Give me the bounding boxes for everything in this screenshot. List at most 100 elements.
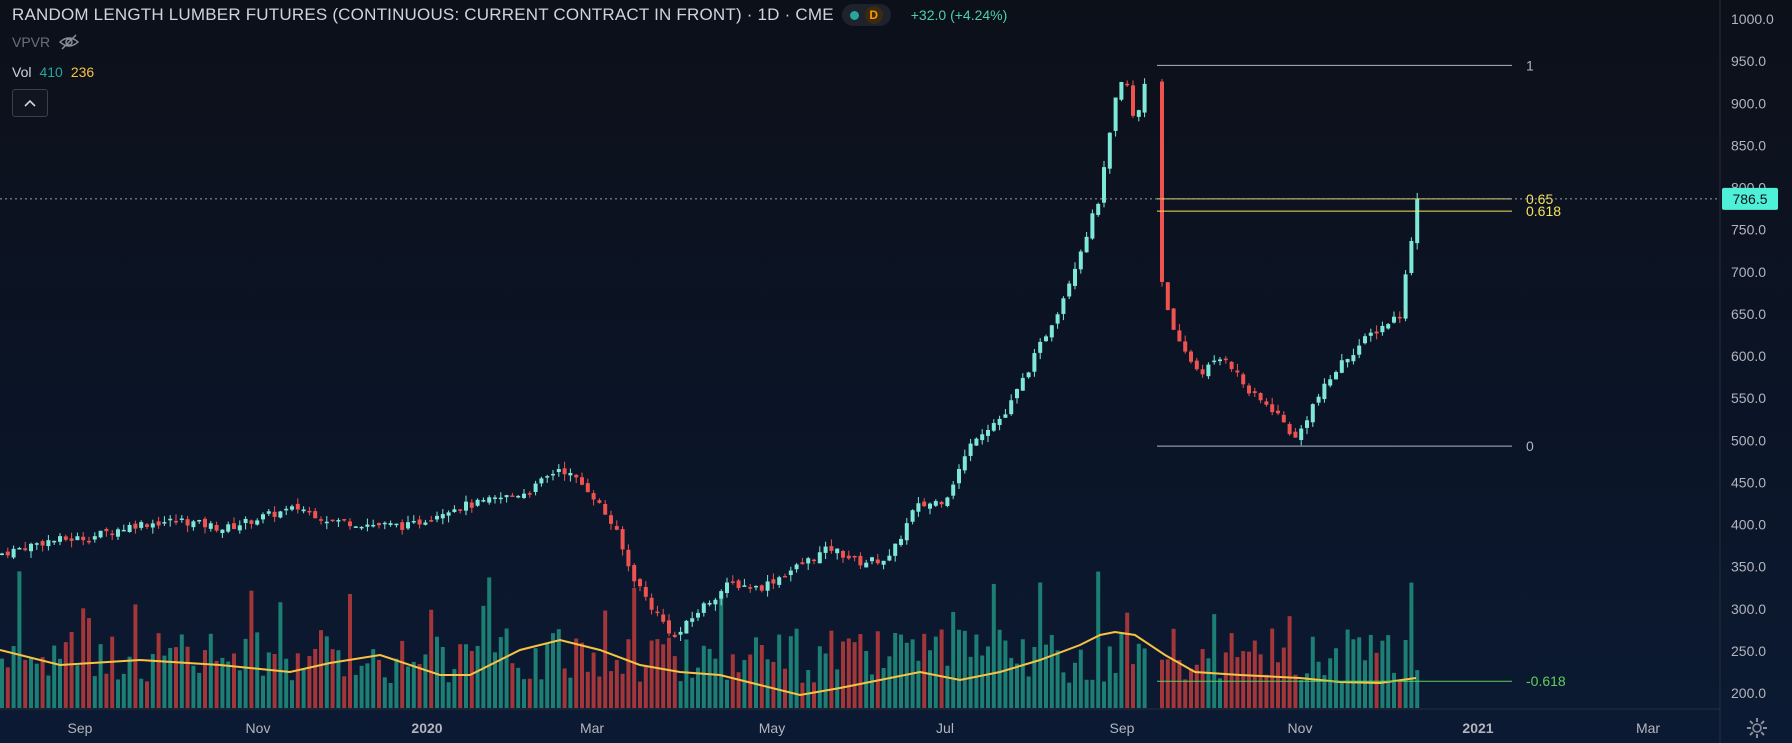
volume-bar: [435, 636, 439, 708]
candle-body: [1322, 383, 1327, 400]
volume-bar: [1073, 662, 1077, 708]
volume-bar: [945, 665, 950, 708]
candle-body: [1328, 379, 1333, 386]
candle-body: [429, 520, 434, 522]
candle-body: [1009, 400, 1014, 415]
volume-bar: [916, 660, 921, 708]
candle-body: [307, 510, 312, 513]
candle-body: [174, 520, 178, 523]
volume-bar: [156, 633, 161, 708]
candle-body: [481, 500, 486, 502]
volume-bar: [34, 663, 39, 708]
candle-body: [319, 519, 323, 521]
candle-body: [881, 560, 886, 565]
candle-body: [371, 524, 376, 527]
candle-body: [1067, 283, 1072, 297]
candle-body: [1049, 325, 1054, 338]
candle-body: [493, 497, 497, 499]
candle-body: [719, 591, 724, 599]
collapse-legend-button[interactable]: [12, 89, 48, 117]
candle-body: [1136, 110, 1141, 117]
volume-bar: [1038, 582, 1043, 708]
candle-body: [893, 543, 898, 556]
volume-bar: [69, 632, 74, 708]
market-status-pill[interactable]: D: [841, 4, 891, 26]
candle-body: [800, 562, 805, 565]
hidden-eye-icon[interactable]: [58, 34, 80, 50]
candle-body: [400, 522, 405, 530]
volume-bar: [145, 681, 149, 708]
volume-bar: [1136, 643, 1141, 708]
candle-body: [29, 543, 33, 552]
volume-bar: [788, 636, 793, 708]
settings-gear-icon[interactable]: [1746, 717, 1768, 739]
volume-bars: [0, 571, 1420, 708]
candle-body: [133, 523, 138, 529]
candle-body: [266, 511, 271, 514]
volume-bar: [464, 644, 468, 708]
candle-body: [46, 540, 51, 547]
candle-body: [841, 551, 845, 558]
volume-bar: [1044, 644, 1048, 708]
time-axis-label: 2021: [1462, 720, 1493, 736]
candle-body: [655, 611, 660, 614]
candle-body: [1107, 132, 1112, 169]
volume-bar: [75, 665, 80, 708]
volume-bar: [174, 647, 178, 708]
candle-body: [1102, 167, 1106, 203]
volume-bar: [1177, 659, 1182, 708]
candle-body: [864, 562, 869, 568]
current-price-label: 786.5: [1732, 191, 1767, 207]
candle-body: [458, 509, 463, 511]
candle-body: [406, 522, 410, 529]
candle-body: [1252, 391, 1257, 394]
volume-bar: [23, 659, 28, 708]
candle-body: [585, 483, 590, 493]
candle-body: [852, 556, 857, 558]
volume-bar: [957, 629, 961, 708]
candle-body: [527, 493, 532, 495]
current-price-tag: [1722, 187, 1778, 210]
candle-body: [1160, 81, 1164, 282]
volume-bar: [319, 630, 323, 708]
candle-body: [968, 443, 973, 456]
volume-bar: [359, 665, 364, 708]
volume-bar: [1322, 675, 1327, 708]
vpvr-indicator[interactable]: VPVR: [12, 34, 80, 50]
volume-bar: [1363, 660, 1367, 708]
candle-body: [1183, 341, 1188, 352]
time-axis-label: May: [759, 720, 785, 736]
volume-bar: [307, 655, 312, 708]
volume-legend[interactable]: Vol 410 236: [12, 64, 94, 80]
candle-body: [609, 515, 613, 524]
candle-body: [1061, 298, 1066, 314]
volume-bar: [458, 644, 463, 708]
volume-bar: [429, 609, 434, 708]
price-tick-label: 850.0: [1731, 137, 1766, 153]
candle-body: [23, 548, 28, 551]
candle-body: [313, 511, 318, 519]
volume-bar: [1113, 673, 1118, 708]
volume-bar: [1386, 635, 1391, 708]
volume-bar: [684, 639, 689, 708]
volume-bar: [290, 680, 294, 708]
volume-bar: [649, 640, 654, 708]
volume-bar: [951, 611, 956, 708]
time-axis-label: Sep: [1110, 720, 1135, 736]
volume-bar: [1305, 673, 1309, 708]
candle-body: [1125, 83, 1130, 86]
candle-body: [794, 564, 799, 570]
volume-bar: [382, 677, 387, 708]
volume-bar: [829, 630, 834, 708]
volume-bar: [1055, 650, 1060, 708]
volume-bar: [806, 670, 811, 708]
candle-body: [284, 508, 289, 511]
volume-bar: [539, 679, 544, 708]
candle-body: [232, 523, 236, 530]
candle-body: [1392, 316, 1396, 323]
candle-body: [1403, 274, 1408, 319]
candle-body: [411, 521, 416, 523]
candle-body: [63, 536, 68, 540]
volume-bar: [1328, 658, 1333, 708]
